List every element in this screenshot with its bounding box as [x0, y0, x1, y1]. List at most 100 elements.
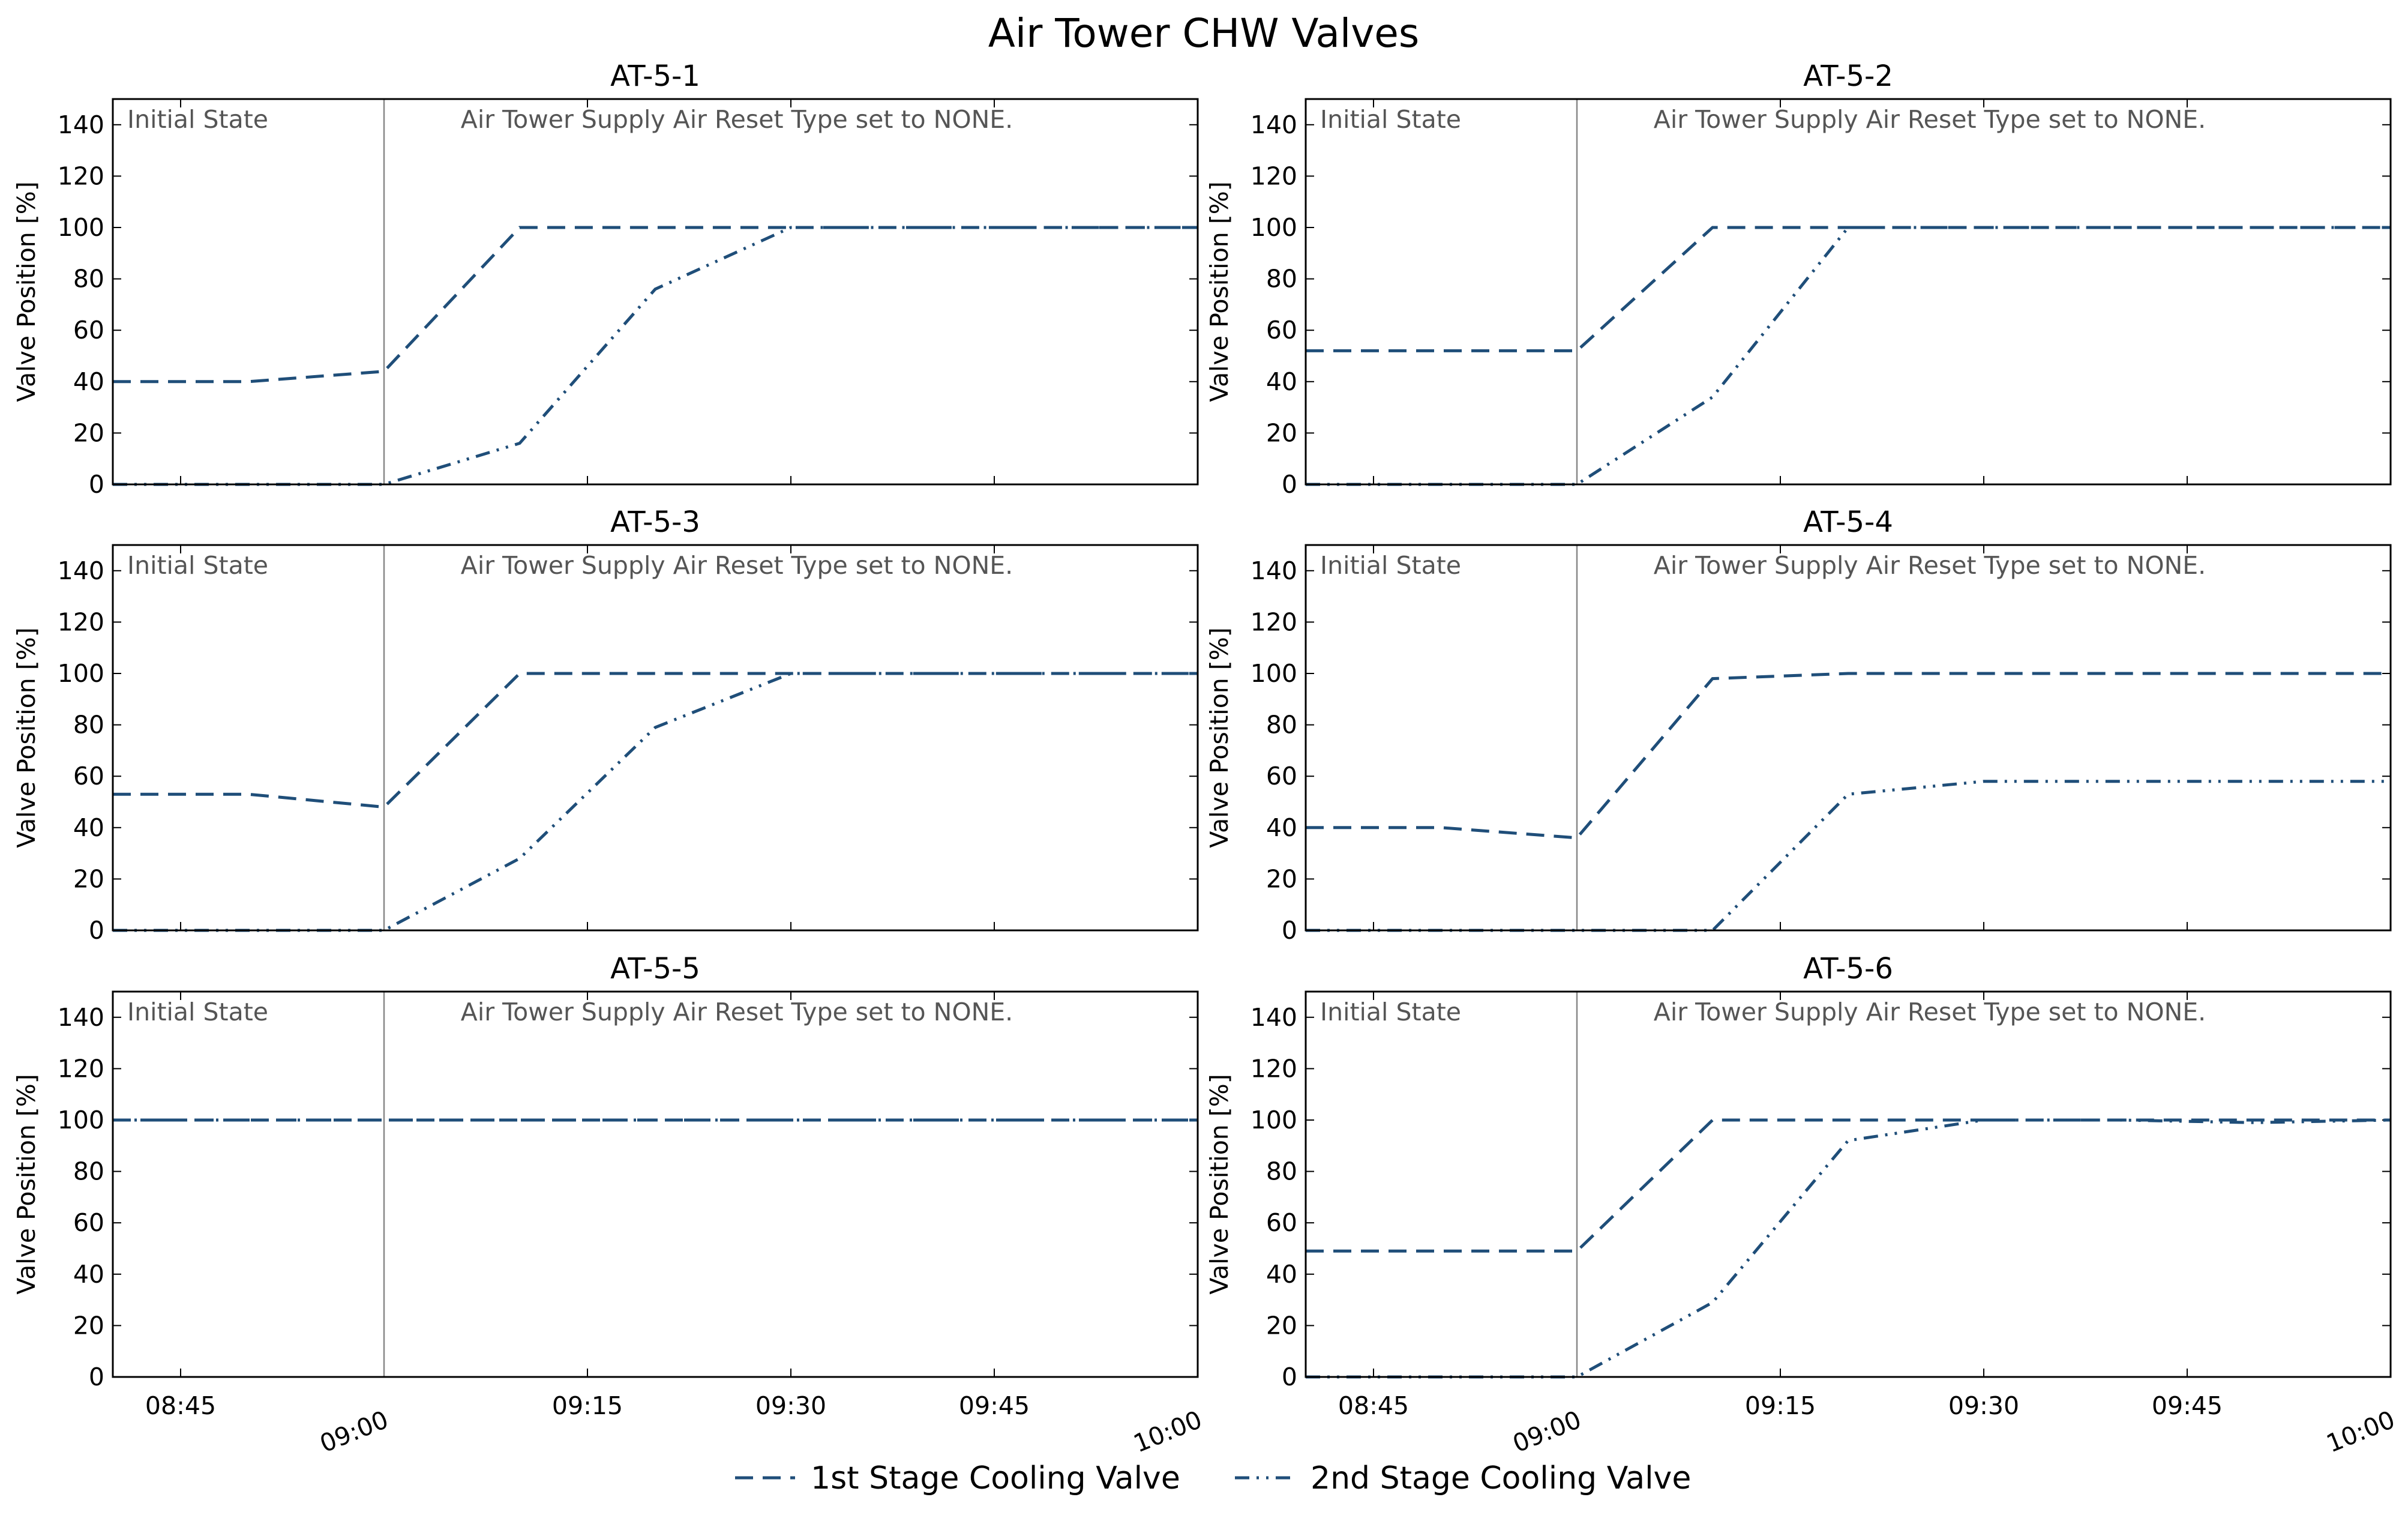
y-tick-label: 80: [1266, 711, 1297, 739]
y-tick-label: 100: [1251, 659, 1297, 688]
annotation-event: Air Tower Supply Air Reset Type set to N…: [1654, 551, 2206, 580]
y-tick-label: 40: [73, 813, 104, 842]
y-tick-label: 100: [1251, 1106, 1297, 1134]
annotation-initial-state: Initial State: [1320, 551, 1461, 580]
panel-title: AT-5-3: [610, 505, 700, 539]
annotation-initial-state: Initial State: [127, 551, 268, 580]
annotation-event: Air Tower Supply Air Reset Type set to N…: [461, 105, 1013, 134]
chart-panel: AT-5-4 Valve Position [%] 0 20 40 60 80 100 120 1…: [1205, 505, 2392, 945]
y-tick-label: 120: [1251, 161, 1297, 190]
panel-title: AT-5-5: [610, 952, 700, 986]
series-line: [113, 672, 1198, 809]
legend-item: 1st Stage Cooling Valve: [735, 1460, 1180, 1496]
plot-frame: [112, 990, 1199, 1378]
y-tick-label: 40: [1266, 1260, 1297, 1289]
y-tick-label: 0: [89, 916, 104, 945]
x-tick-label: 08:45: [1338, 1391, 1409, 1420]
y-tick-label: 120: [58, 161, 104, 190]
series-line: [1306, 780, 2391, 932]
y-tick-label: 140: [1251, 1003, 1297, 1032]
y-tick-label: 60: [73, 1208, 104, 1237]
plot-frame: [112, 544, 1199, 932]
y-tick-label: 140: [58, 556, 104, 585]
y-tick-label: 120: [58, 1054, 104, 1083]
x-tick-label: 09:30: [755, 1391, 826, 1420]
y-tick-label: 40: [73, 367, 104, 396]
x-tick-label: 09:45: [959, 1391, 1030, 1420]
series-line: [113, 226, 1198, 486]
chart-panel: AT-5-1 Valve Position [%] 0 20 40 60 80 100 120 1…: [12, 59, 1199, 499]
x-tick-label: 09:30: [1948, 1391, 2019, 1420]
series-line: [1306, 226, 2391, 486]
panel-title: AT-5-2: [1803, 59, 1893, 93]
y-tick-label: 140: [58, 1003, 104, 1032]
y-tick-label: 60: [73, 762, 104, 791]
y-tick-label: 60: [1266, 1208, 1297, 1237]
annotation-initial-state: Initial State: [127, 998, 268, 1026]
annotation-initial-state: Initial State: [127, 105, 268, 134]
plot-frame: [1305, 990, 2392, 1378]
y-axis-label: Valve Position [%]: [12, 181, 41, 402]
legend-label: 2nd Stage Cooling Valve: [1311, 1460, 1691, 1496]
panel-title: AT-5-4: [1803, 505, 1893, 539]
y-tick-label: 20: [1266, 418, 1297, 447]
y-tick-label: 120: [58, 607, 104, 636]
annotation-event: Air Tower Supply Air Reset Type set to N…: [1654, 998, 2206, 1026]
chart-panel: AT-5-2 Valve Position [%] 0 20 40 60 80 100 120 1…: [1205, 59, 2392, 499]
x-tick-label: 09:45: [2152, 1391, 2223, 1420]
y-tick-label: 140: [1251, 110, 1297, 139]
y-tick-label: 100: [58, 1106, 104, 1134]
annotation-event: Air Tower Supply Air Reset Type set to N…: [461, 551, 1013, 580]
plot-frame: [112, 98, 1199, 486]
y-tick-label: 140: [58, 110, 104, 139]
x-tick-label: 08:45: [145, 1391, 216, 1420]
y-tick-label: 0: [89, 1363, 104, 1391]
chart-panel: AT-5-3 Valve Position [%] 0 20 40 60 80 100 120 1…: [12, 505, 1199, 945]
y-tick-label: 0: [1282, 916, 1297, 945]
y-tick-label: 40: [1266, 813, 1297, 842]
y-tick-label: 120: [1251, 607, 1297, 636]
series-line: [1306, 672, 2391, 840]
chart-panel: AT-5-5 Valve Position [%] 0 20 40 60 80 100 120 1…: [12, 952, 1206, 1459]
panel-title: AT-5-1: [610, 59, 700, 93]
y-tick-label: 20: [73, 418, 104, 447]
y-axis-label: Valve Position [%]: [1205, 1074, 1234, 1295]
y-tick-label: 120: [1251, 1054, 1297, 1083]
panel-title: AT-5-6: [1803, 952, 1893, 986]
y-tick-label: 40: [73, 1260, 104, 1289]
annotation-initial-state: Initial State: [1320, 105, 1461, 134]
y-axis-label: Valve Position [%]: [12, 1074, 41, 1295]
y-tick-label: 20: [73, 1311, 104, 1340]
series-line: [1306, 1118, 2391, 1253]
y-tick-label: 80: [73, 711, 104, 739]
y-tick-label: 80: [73, 1157, 104, 1186]
series-line: [113, 672, 1198, 932]
plot-frame: [1305, 98, 2392, 486]
y-axis-label: Valve Position [%]: [12, 627, 41, 848]
y-tick-label: 20: [1266, 864, 1297, 893]
y-tick-label: 100: [58, 213, 104, 242]
y-tick-label: 60: [1266, 762, 1297, 791]
y-tick-label: 100: [58, 659, 104, 688]
y-tick-label: 60: [73, 316, 104, 345]
legend-item: 2nd Stage Cooling Valve: [1235, 1460, 1691, 1496]
y-tick-label: 0: [1282, 1363, 1297, 1391]
plot-frame: [1305, 544, 2392, 932]
y-tick-label: 0: [89, 470, 104, 499]
annotation-initial-state: Initial State: [1320, 998, 1461, 1026]
y-tick-label: 20: [1266, 1311, 1297, 1340]
y-tick-label: 140: [1251, 556, 1297, 585]
y-tick-label: 0: [1282, 470, 1297, 499]
annotation-event: Air Tower Supply Air Reset Type set to N…: [1654, 105, 2206, 134]
annotation-event: Air Tower Supply Air Reset Type set to N…: [461, 998, 1013, 1026]
y-axis-label: Valve Position [%]: [1205, 627, 1234, 848]
y-tick-label: 80: [1266, 265, 1297, 294]
legend-label: 1st Stage Cooling Valve: [811, 1460, 1180, 1496]
y-tick-label: 60: [1266, 316, 1297, 345]
y-tick-label: 40: [1266, 367, 1297, 396]
figure-title: Air Tower CHW Valves: [988, 10, 1420, 56]
y-tick-label: 80: [73, 265, 104, 294]
x-tick-label: 09:15: [552, 1391, 623, 1420]
y-tick-label: 20: [73, 864, 104, 893]
y-tick-label: 80: [1266, 1157, 1297, 1186]
